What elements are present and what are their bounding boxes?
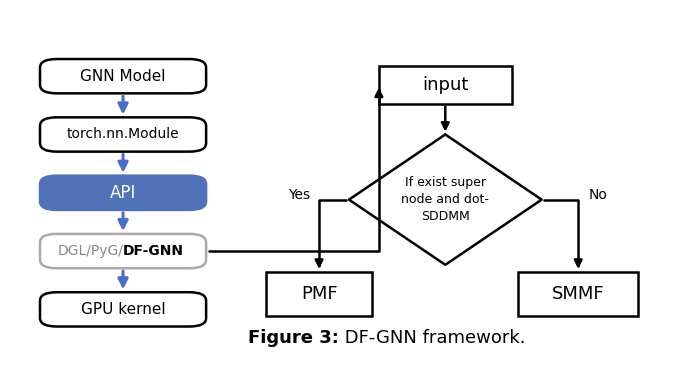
Text: Yes: Yes	[288, 187, 311, 202]
Text: No: No	[589, 187, 607, 202]
FancyBboxPatch shape	[40, 292, 206, 327]
FancyBboxPatch shape	[40, 59, 206, 93]
Text: If exist super
node and dot-
SDDMM: If exist super node and dot- SDDMM	[401, 176, 490, 223]
FancyBboxPatch shape	[519, 272, 638, 316]
Text: PMF: PMF	[301, 285, 338, 303]
Text: DF-GNN framework.: DF-GNN framework.	[339, 329, 525, 347]
Text: GPU kernel: GPU kernel	[81, 302, 165, 317]
Text: DGL/PyG/: DGL/PyG/	[57, 244, 123, 258]
Text: GNN Model: GNN Model	[80, 69, 166, 84]
Text: Figure 3:: Figure 3:	[248, 329, 339, 347]
FancyBboxPatch shape	[40, 234, 206, 268]
FancyBboxPatch shape	[40, 176, 206, 210]
Text: API: API	[110, 184, 136, 202]
Text: DF-GNN: DF-GNN	[123, 244, 184, 258]
Text: torch.nn.Module: torch.nn.Module	[66, 128, 180, 141]
Text: SMMF: SMMF	[552, 285, 605, 303]
FancyBboxPatch shape	[40, 117, 206, 152]
FancyBboxPatch shape	[379, 66, 512, 104]
Text: input: input	[422, 76, 468, 94]
FancyBboxPatch shape	[266, 272, 372, 316]
